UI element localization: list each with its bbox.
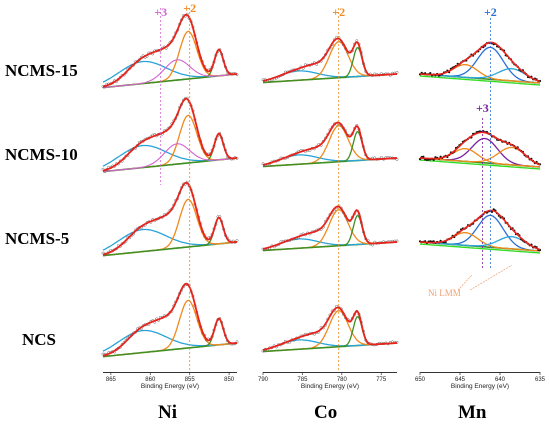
ni-lmm-label: Ni LMM xyxy=(428,288,461,298)
ni-3plus-peak-1 xyxy=(102,143,238,173)
ni-2p-peak-0 xyxy=(102,30,238,89)
mn-x-axis xyxy=(420,372,540,373)
ni-envelope-1 xyxy=(102,97,238,172)
mn-baseline-2 xyxy=(419,243,541,254)
mn-envelope-0 xyxy=(419,41,541,83)
ni-raw-point-2-70 xyxy=(235,239,239,243)
x-tick-label-mn-1: 645 xyxy=(455,377,466,383)
mn-x-axis-label: Binding Energy (eV) xyxy=(451,383,509,390)
ni-lmm-pointer-1 xyxy=(457,274,473,291)
co-sub-peak-2 xyxy=(262,214,398,252)
co-sub-peak-0 xyxy=(262,46,398,84)
mn-raw-point-0-6 xyxy=(429,72,432,75)
x-tick-label-co-3: 775 xyxy=(376,377,387,383)
ni-2plus-label: +2 xyxy=(183,1,196,15)
x-tick-label-co-2: 780 xyxy=(337,377,348,383)
x-tick-label-co-1: 785 xyxy=(297,377,308,383)
ni-2p-peak-1 xyxy=(102,114,238,173)
ni-3plus-label: +3 xyxy=(154,5,167,19)
mn-envelope-1 xyxy=(419,131,541,166)
mn-3plus-label: +3 xyxy=(476,101,489,115)
co-envelope-1 xyxy=(262,121,398,166)
mn-baseline-1 xyxy=(419,159,541,170)
row-label-ncms-15: NCMS-15 xyxy=(5,61,78,80)
ni-envelope-0 xyxy=(102,13,238,88)
x-tick-label-ni-0: 865 xyxy=(106,377,117,383)
co-x-axis xyxy=(263,372,397,373)
mn-2plus-label: +2 xyxy=(484,5,497,19)
x-tick-label-mn-0: 650 xyxy=(415,377,426,383)
x-tick-label-ni-3: 850 xyxy=(224,377,235,383)
co-x-axis-label: Binding Energy (eV) xyxy=(301,383,359,390)
ni-x-axis-label: Binding Energy (eV) xyxy=(141,383,199,390)
co-envelope-0 xyxy=(262,37,398,82)
ni-satellite-peak-1 xyxy=(102,144,238,167)
row-label-ncs: NCS xyxy=(22,330,56,349)
spectra-layer: 865 860 855 850 790 785 780 775 650 645 640 635 +3 +2… xyxy=(101,1,546,383)
ni-2p-peak-2 xyxy=(102,198,238,257)
mn-raw-point-1-4 xyxy=(425,158,428,161)
element-label-co: Co xyxy=(314,402,337,423)
element-label-ni: Ni xyxy=(158,402,177,423)
co-sub-peak-1 xyxy=(262,130,398,168)
co-sub-peak-3 xyxy=(262,315,398,353)
row-label-ncms-5: NCMS-5 xyxy=(5,229,69,248)
element-label-mn: Mn xyxy=(458,402,487,423)
row-label-ncms-10: NCMS-10 xyxy=(5,145,78,164)
mn-baseline-0 xyxy=(419,75,541,86)
x-tick-label-ni-2: 855 xyxy=(185,377,196,383)
co-envelope-3 xyxy=(262,306,398,351)
x-tick-label-co-0: 790 xyxy=(258,377,269,383)
ni-satellite-peak-2 xyxy=(102,228,238,251)
mn-peak-2-2 xyxy=(419,236,541,251)
co-2plus-label: +2 xyxy=(332,5,345,19)
ni-x-axis xyxy=(103,372,237,373)
mn-raw-point-1-9 xyxy=(434,156,437,159)
mn-raw-point-1-2 xyxy=(422,155,425,158)
co-raw-point-0-60 xyxy=(395,71,399,74)
x-tick-label-mn-3: 635 xyxy=(535,377,546,383)
mn-envelope-2 xyxy=(419,209,541,251)
co-envelope-2 xyxy=(262,205,398,250)
ni-2p-peak-3 xyxy=(102,299,238,358)
ni-3plus-peak-0 xyxy=(102,59,238,89)
ni-lmm-pointer-2 xyxy=(469,264,513,291)
ni-satellite-peak-0 xyxy=(102,60,238,83)
ni-satellite-peak-3 xyxy=(102,329,238,352)
ni-envelope-2 xyxy=(102,181,238,256)
x-tick-label-ni-1: 860 xyxy=(145,377,156,383)
x-tick-label-mn-2: 640 xyxy=(495,377,506,383)
ni-envelope-3 xyxy=(102,282,238,357)
